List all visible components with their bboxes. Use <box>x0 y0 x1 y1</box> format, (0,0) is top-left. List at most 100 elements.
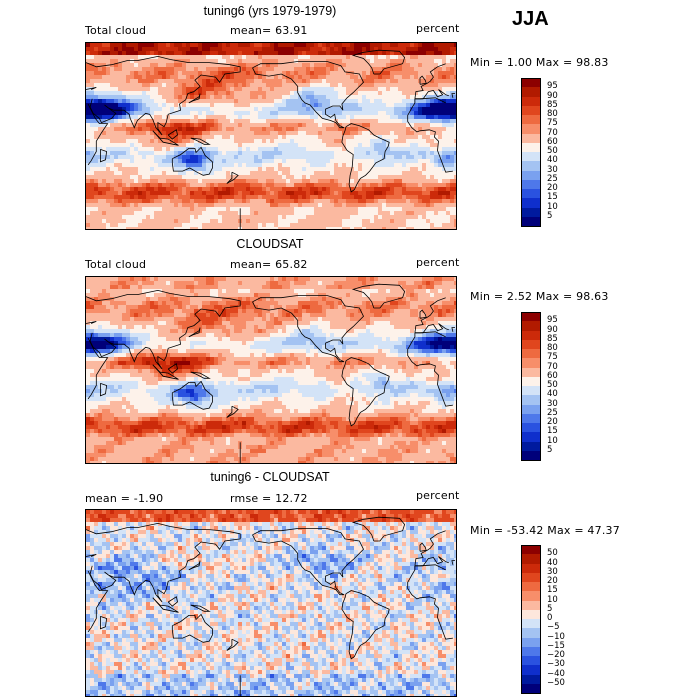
colorbar-swatch <box>521 674 541 685</box>
coastline <box>341 590 390 660</box>
colorbar-tick-label: 5 <box>547 444 553 455</box>
panel-title: tuning6 (yrs 1979-1979) <box>203 4 337 18</box>
colorbar-swatch <box>521 189 541 199</box>
colorbar-swatch <box>521 321 541 331</box>
coastline <box>100 149 108 163</box>
coastline <box>252 528 364 596</box>
colorbar-tick-label: 30 <box>547 398 558 409</box>
colorbar-tick-label: 0 <box>547 613 553 623</box>
colorbar-swatch <box>521 646 541 657</box>
coastline <box>171 146 213 176</box>
colorbar-swatch <box>521 619 541 629</box>
colorbar-swatch <box>521 441 541 452</box>
colorbar-tick-label: −40 <box>547 668 565 679</box>
colorbar-tick-label: 85 <box>547 99 558 110</box>
colorbar-tick-label: 40 <box>547 155 558 166</box>
colorbar-swatch <box>521 683 541 694</box>
colorbar-tick-label: −20 <box>547 650 565 660</box>
coastline <box>419 75 427 85</box>
cloud-field-map <box>86 43 456 229</box>
colorbar-tick-label: −10 <box>547 631 565 642</box>
coastline <box>188 560 201 571</box>
colorbar-swatch <box>521 198 541 208</box>
colorbar-swatch <box>521 179 541 190</box>
coastline <box>190 604 211 612</box>
colorbar-swatch <box>521 432 541 442</box>
coastline <box>167 363 178 374</box>
panel-title: tuning6 - CLOUDSAT <box>210 470 330 484</box>
rmse-label: rmse = 12.72 <box>230 492 308 505</box>
colorbar-swatch <box>521 96 541 107</box>
colorbar-swatch <box>521 161 541 171</box>
colorbar-swatch <box>521 423 541 433</box>
coastlines <box>86 516 455 696</box>
colorbar-tick-label: 70 <box>547 361 558 372</box>
colorbar-swatch <box>521 386 541 396</box>
colorbar-swatch <box>521 582 541 592</box>
coastlines <box>86 283 455 463</box>
coastline <box>226 405 239 418</box>
colorbar-swatch <box>521 124 541 134</box>
colorbar-tick-label: 5 <box>547 603 553 614</box>
coastlines <box>86 49 455 229</box>
min-max-stats: Min = 1.00 Max = 98.83 <box>470 56 609 69</box>
colorbar-tick-label: 40 <box>547 557 558 568</box>
colorbar-swatch <box>521 572 541 583</box>
colorbar-swatch <box>521 367 541 378</box>
colorbar-tick-label: 10 <box>547 594 558 605</box>
coastline <box>419 309 427 319</box>
coastline <box>341 123 390 193</box>
colorbar-tick-label: 30 <box>547 164 558 175</box>
colorbar-tick-label: 50 <box>547 380 558 390</box>
colorbar-swatch <box>521 330 541 341</box>
coastline <box>86 522 455 603</box>
coastline <box>252 295 364 363</box>
coastline <box>226 638 239 651</box>
colorbar-swatch <box>521 600 541 611</box>
cloud-field-map <box>86 277 456 463</box>
colorbar-tick-label: 50 <box>547 548 558 559</box>
colorbar-swatch <box>521 656 541 666</box>
coastline <box>167 129 178 140</box>
colorbar-swatch <box>521 133 541 144</box>
mean-label: mean= 65.82 <box>230 258 308 271</box>
colorbar-swatch <box>521 358 541 368</box>
colorbar-swatch <box>521 170 541 181</box>
coastline <box>171 613 213 643</box>
coastline <box>188 93 201 104</box>
colorbar-swatch <box>521 554 541 564</box>
min-max-stats: Min = -53.42 Max = 47.37 <box>470 524 620 537</box>
coastline <box>86 289 455 370</box>
colorbar-swatch <box>521 563 541 574</box>
mean-label: mean = -1.90 <box>85 492 164 505</box>
coastline <box>188 327 201 338</box>
panel-title: CLOUDSAT <box>236 237 304 251</box>
colorbar-swatch <box>521 105 541 116</box>
colorbar-tick-label: 10 <box>547 435 558 446</box>
colorbar-swatch <box>521 376 541 387</box>
colorbar-tick-label: 85 <box>547 333 558 344</box>
variable-label: Total cloud <box>85 24 147 37</box>
coastline <box>152 597 179 613</box>
field-cells <box>86 510 456 696</box>
colorbar-tick-label: 40 <box>547 389 558 400</box>
season-label: JJA <box>512 8 549 30</box>
coastline <box>190 137 211 145</box>
colorbar-swatch <box>521 115 541 125</box>
colorbar-swatch <box>521 207 541 218</box>
colorbar-tick-label: 90 <box>547 90 558 101</box>
colorbar-tick-label: 50 <box>547 146 558 156</box>
units-label: percent <box>416 256 460 269</box>
colorbar-swatch <box>521 312 541 322</box>
colorbar-diff: 50 40 30 20 15 10 5 0 −5 −10 −15 −20 −30 −40 −50 <box>521 545 581 694</box>
colorbar-tick-label: 60 <box>547 136 558 147</box>
colorbar-tick-label: 95 <box>547 81 558 92</box>
colorbar-swatch <box>521 637 541 648</box>
colorbar-tick-label: 25 <box>547 407 558 418</box>
colorbar-tick-label: 25 <box>547 173 558 184</box>
coastline <box>152 364 179 380</box>
colorbar-tick-label: 75 <box>547 352 558 363</box>
colorbar-obs: 95 90 85 80 75 70 60 50 40 30 25 20 15 10 5 <box>521 312 581 461</box>
variable-label: Total cloud <box>85 258 147 271</box>
coastline <box>351 516 406 542</box>
